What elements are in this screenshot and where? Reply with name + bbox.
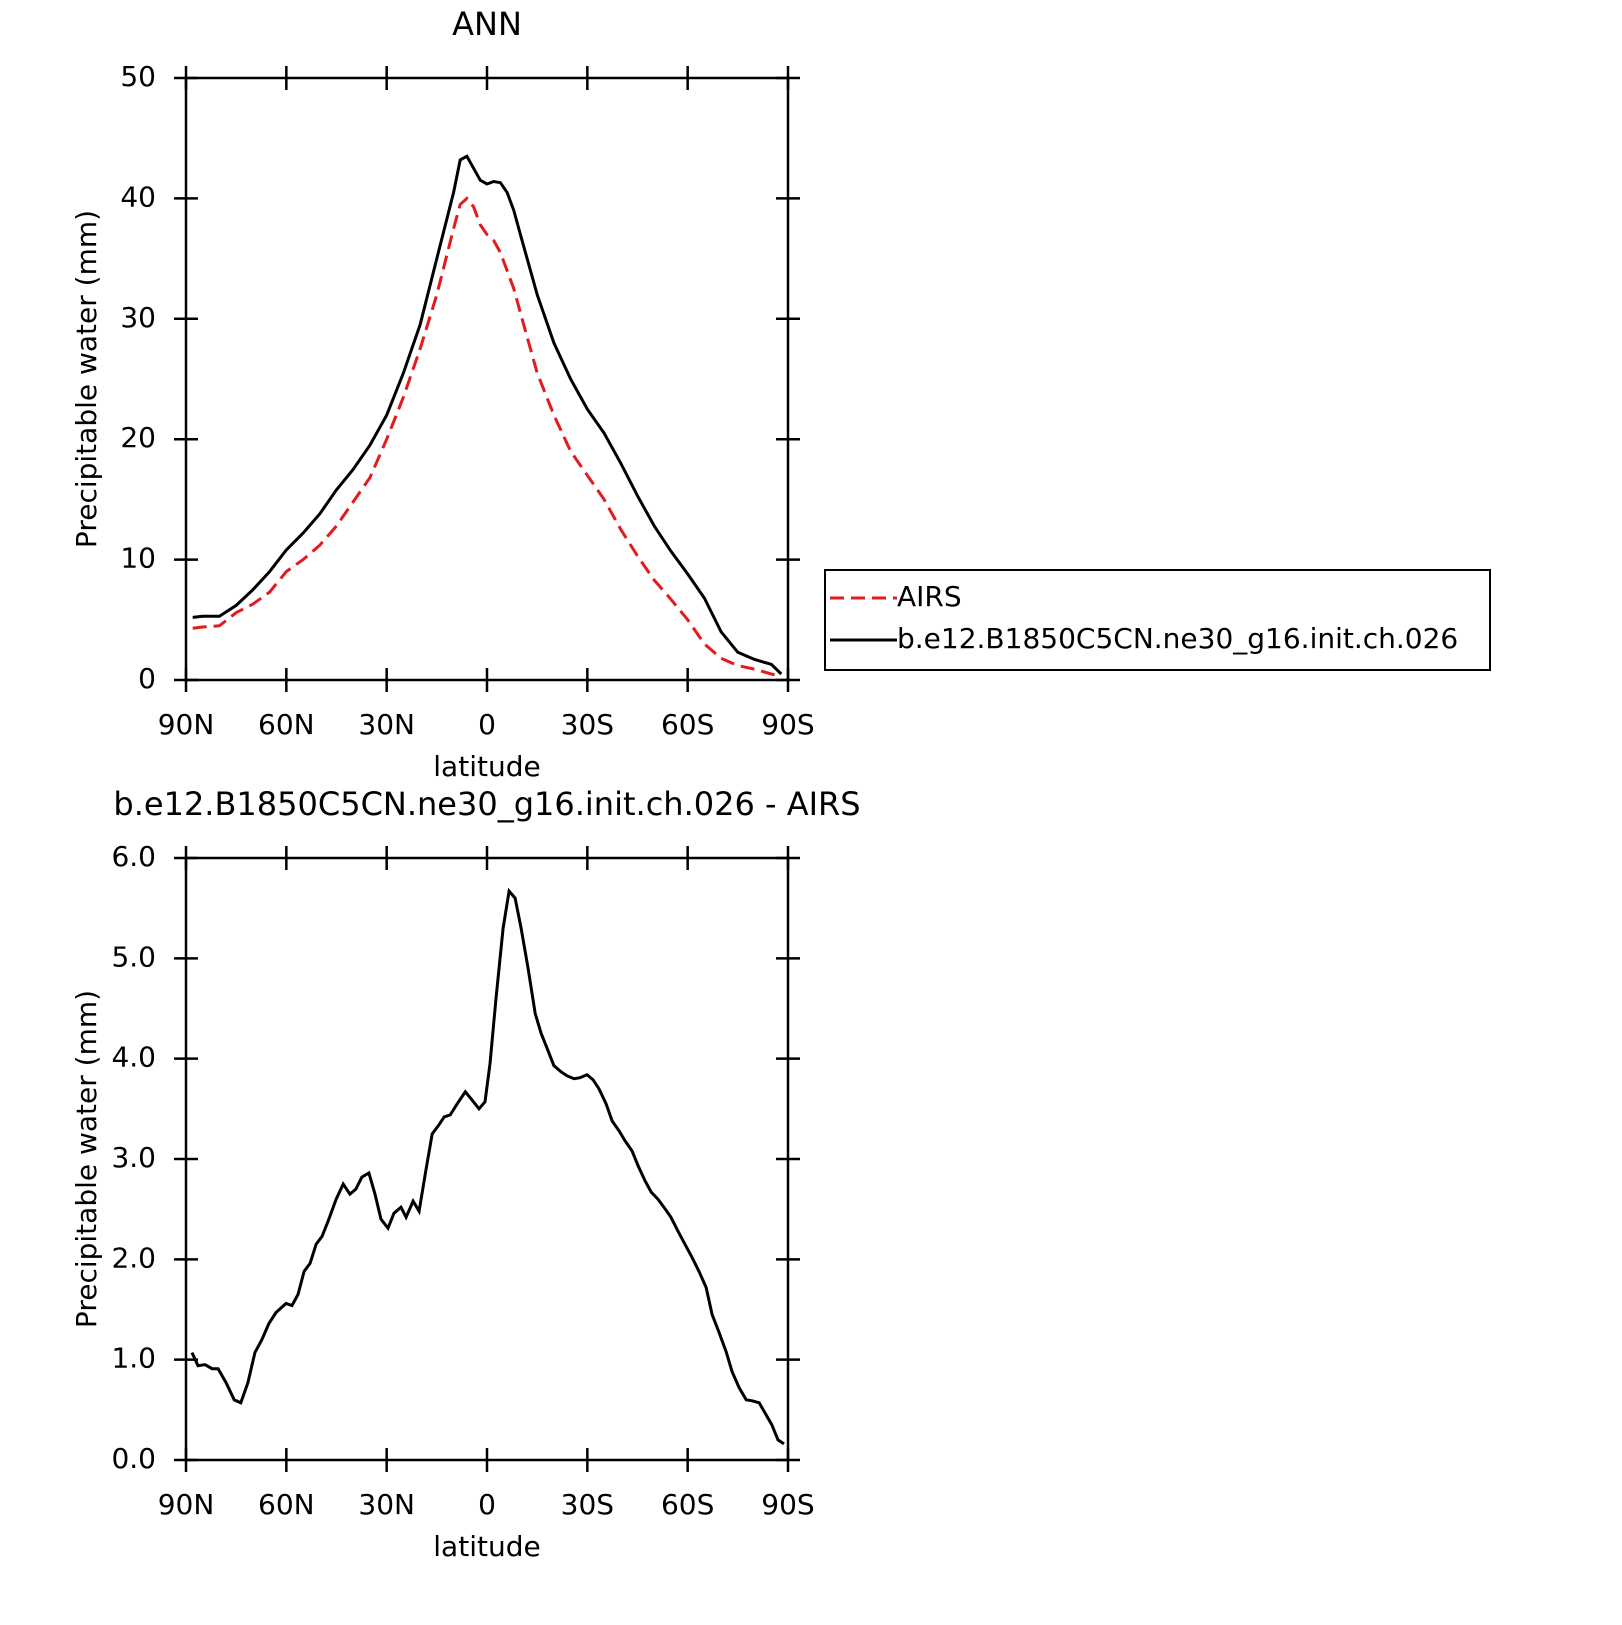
x-tick-label: 60S [661, 708, 714, 741]
x-tick-label: 0 [478, 708, 496, 741]
x-tick-label: 60N [258, 708, 315, 741]
y-axis-label: Precipitable water (mm) [70, 210, 103, 548]
x-tick-label: 90S [761, 708, 814, 741]
x-tick-label: 90S [761, 1488, 814, 1521]
y-tick-label: 0.0 [111, 1442, 156, 1475]
x-tick-label: 60N [258, 1488, 315, 1521]
x-tick-label: 0 [478, 1488, 496, 1521]
chart-title: b.e12.B1850C5CN.ne30_g16.init.ch.026 - A… [113, 785, 860, 823]
legend-label: b.e12.B1850C5CN.ne30_g16.init.ch.026 [897, 622, 1458, 655]
x-axis-label: latitude [433, 750, 540, 783]
y-tick-label: 10 [120, 542, 156, 575]
chart-title: ANN [452, 5, 522, 43]
y-tick-label: 20 [120, 421, 156, 454]
y-tick-label: 4.0 [111, 1041, 156, 1074]
y-tick-label: 40 [120, 180, 156, 213]
y-tick-label: 1.0 [111, 1342, 156, 1375]
plot-frame [184, 856, 790, 1462]
y-tick-label: 5.0 [111, 940, 156, 973]
x-tick-label: 60S [661, 1488, 714, 1521]
x-axis-label: latitude [433, 1530, 540, 1563]
legend-box [824, 569, 1491, 671]
legend-label: AIRS [897, 580, 962, 613]
x-tick-label: 90N [158, 1488, 215, 1521]
y-tick-label: 50 [120, 60, 156, 93]
data-line [192, 196, 782, 678]
x-tick-label: 30S [561, 1488, 614, 1521]
y-tick-label: 2.0 [111, 1241, 156, 1274]
x-tick-label: 30S [561, 708, 614, 741]
x-tick-label: 90N [158, 708, 215, 741]
y-axis-label: Precipitable water (mm) [70, 990, 103, 1328]
x-tick-label: 30N [358, 708, 415, 741]
y-tick-label: 3.0 [111, 1141, 156, 1174]
y-tick-label: 30 [120, 301, 156, 334]
y-tick-label: 0 [138, 662, 156, 695]
data-line [190, 887, 785, 1446]
data-line [192, 154, 783, 676]
y-tick-label: 6.0 [111, 840, 156, 873]
x-tick-label: 30N [358, 1488, 415, 1521]
